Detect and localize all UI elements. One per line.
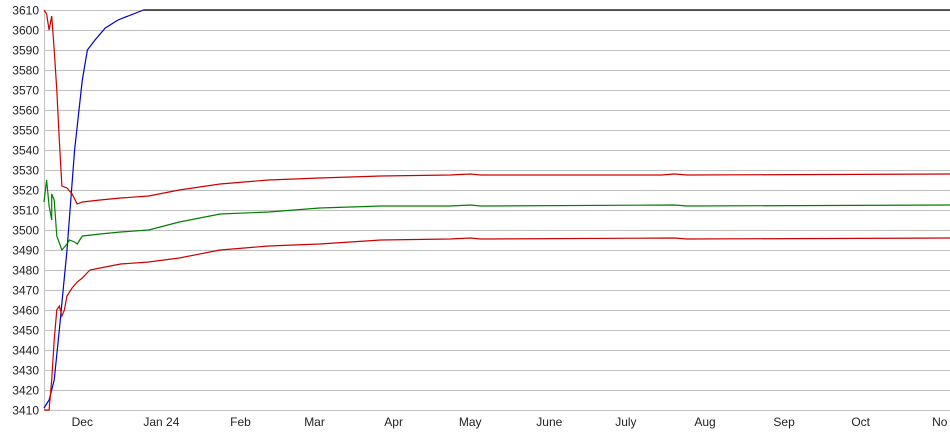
- y-tick-label: 3490: [12, 244, 39, 258]
- series-line-2: [43, 9, 950, 205]
- x-tick-label: Oct: [851, 415, 870, 429]
- x-tick-label: Feb: [230, 415, 251, 429]
- y-tick-label: 3540: [12, 144, 39, 158]
- x-tick-label: July: [615, 415, 636, 429]
- series-lines: [43, 9, 950, 411]
- y-tick-label: 3440: [12, 344, 39, 358]
- series-line-1: [43, 9, 144, 409]
- x-tick-label: No: [932, 415, 948, 429]
- y-tick-label: 3610: [12, 4, 39, 18]
- x-tick-label: Apr: [384, 415, 403, 429]
- y-tick-label: 3510: [12, 204, 39, 218]
- y-tick-label: 3550: [12, 124, 39, 138]
- y-axis: 3410 3420 3430 3440 3450 3460 3470 3480 3490 3500…: [12, 4, 39, 418]
- y-tick-label: 3410: [12, 404, 39, 418]
- y-tick-label: 3530: [12, 164, 39, 178]
- x-axis: Dec Jan 24 Feb Mar Apr May June July Aug Sep Oct No: [72, 415, 948, 429]
- y-tick-label: 3560: [12, 104, 39, 118]
- x-tick-label: Sep: [773, 415, 795, 429]
- x-tick-label: May: [459, 415, 482, 429]
- series-line-3: [43, 179, 950, 252]
- y-tick-label: 3600: [12, 24, 39, 38]
- x-tick-label: June: [536, 415, 562, 429]
- y-tick-label: 3590: [12, 44, 39, 58]
- x-tick-label: Dec: [72, 415, 93, 429]
- series-line-4: [44, 237, 950, 411]
- gridlines: [44, 10, 950, 411]
- y-tick-label: 3460: [12, 304, 39, 318]
- y-tick-label: 3420: [12, 384, 39, 398]
- y-tick-label: 3430: [12, 364, 39, 378]
- y-tick-label: 3520: [12, 184, 39, 198]
- y-tick-label: 3570: [12, 84, 39, 98]
- y-tick-label: 3450: [12, 324, 39, 338]
- y-tick-label: 3470: [12, 284, 39, 298]
- y-tick-label: 3580: [12, 64, 39, 78]
- x-tick-label: Mar: [304, 415, 325, 429]
- x-tick-label: Aug: [694, 415, 715, 429]
- y-tick-label: 3480: [12, 264, 39, 278]
- x-tick-label: Jan 24: [143, 415, 179, 429]
- y-tick-label: 3500: [12, 224, 39, 238]
